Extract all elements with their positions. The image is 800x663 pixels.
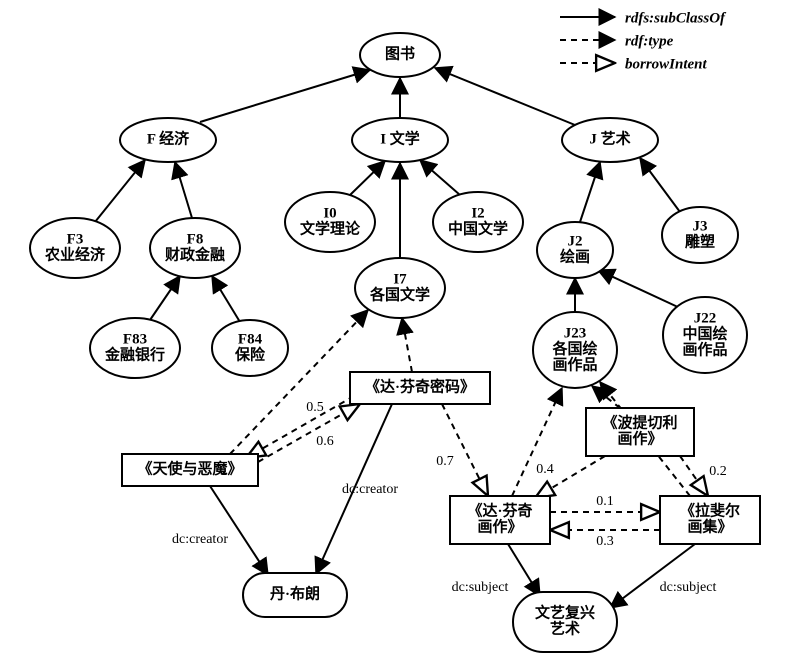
edge-borrow-weight-davinci-code-davinci-works: 0.7 <box>436 454 454 469</box>
nodes-concepts: 丹·布朗文艺复兴艺术 <box>243 573 617 652</box>
svg-text:I2: I2 <box>471 205 484 221</box>
svg-text:《达·芬奇密码》: 《达·芬奇密码》 <box>365 377 475 395</box>
edge-borrow-weight-raphael-davinci-works: 0.3 <box>596 534 614 549</box>
svg-text:《天使与恶魔》: 《天使与恶魔》 <box>137 459 242 477</box>
svg-text:J22: J22 <box>694 310 717 326</box>
instance-angels-demons: 《天使与恶魔》 <box>122 454 258 486</box>
nodes-classes: 图书F 经济I 文学J 艺术F3农业经济F8财政金融I0文学理论I2中国文学I7… <box>30 33 747 388</box>
instance-davinci-code: 《达·芬奇密码》 <box>350 372 490 404</box>
class-j3: J3雕塑 <box>662 207 738 263</box>
edge-subclass-f3-f-econ <box>95 160 145 222</box>
svg-text:丹·布朗: 丹·布朗 <box>270 584 320 602</box>
svg-text:农业经济: 农业经济 <box>44 245 106 263</box>
edge-creator-label-angels-demons: dc:creator <box>172 532 228 547</box>
edge-subclass-f84-f8 <box>212 276 240 322</box>
svg-text:J 艺术: J 艺术 <box>589 129 630 147</box>
edge-borrow-weight-angels-demons-davinci-code: 0.6 <box>316 434 334 449</box>
edge-subclass-i2-i-lit <box>420 160 460 195</box>
instance-botticelli: 《波提切利画作》 <box>586 408 694 456</box>
edge-subclass-f8-f-econ <box>175 162 192 218</box>
legend-subclass-label: rdfs:subClassOf <box>625 10 727 26</box>
concept-dan-brown: 丹·布朗 <box>243 573 347 617</box>
edge-subject-davinci-works <box>508 544 540 596</box>
class-books: 图书 <box>360 33 440 77</box>
edge-subclass-j22-j2 <box>598 270 680 308</box>
edge-subclass-i0-i-lit <box>350 161 385 195</box>
svg-text:《拉斐尔: 《拉斐尔 <box>680 501 740 519</box>
edge-subclass-j2-j-art <box>580 162 600 222</box>
svg-text:F 经济: F 经济 <box>147 129 190 147</box>
edge-borrow-weight-botticelli-raphael: 0.2 <box>709 464 727 479</box>
class-f-econ: F 经济 <box>120 118 216 162</box>
class-i0: I0文学理论 <box>285 192 375 252</box>
legend: rdfs:subClassOf rdf:type borrowIntent <box>560 10 727 72</box>
svg-text:绘画: 绘画 <box>560 247 590 265</box>
class-f3: F3农业经济 <box>30 218 120 278</box>
class-j22: J22中国绘画作品 <box>663 297 747 373</box>
legend-type-label: rdf:type <box>625 33 674 49</box>
svg-text:文艺复兴: 文艺复兴 <box>535 603 595 621</box>
edges-creator: dc:creator dc:creator <box>172 404 398 575</box>
svg-text:《波提切利: 《波提切利 <box>602 413 677 431</box>
svg-text:各国文学: 各国文学 <box>369 285 430 303</box>
svg-text:画作》: 画作》 <box>477 517 522 535</box>
instance-davinci-works: 《达·芬奇画作》 <box>450 496 550 544</box>
edge-subclass-j3-j-art <box>640 158 680 212</box>
svg-text:中国绘: 中国绘 <box>682 324 727 342</box>
svg-text:画作品: 画作品 <box>682 340 727 358</box>
svg-text:保险: 保险 <box>234 345 266 363</box>
class-j2: J2绘画 <box>537 222 613 278</box>
legend-borrow-label: borrowIntent <box>625 56 708 72</box>
edge-subject-label-raphael: dc:subject <box>660 580 717 595</box>
svg-text:I 文学: I 文学 <box>380 129 420 147</box>
svg-text:F3: F3 <box>67 231 84 247</box>
svg-text:F83: F83 <box>123 331 147 347</box>
edge-borrow-botticelli-raphael <box>680 456 708 496</box>
edge-type-davinci-code-i7 <box>402 318 412 372</box>
edge-borrow-weight-davinci-code-angels-demons: 0.5 <box>306 400 324 415</box>
edge-creator-label-davinci-code: dc:creator <box>342 482 398 497</box>
svg-text:中国文学: 中国文学 <box>448 219 508 237</box>
svg-text:F8: F8 <box>187 231 204 247</box>
edge-type-davinci-works-j23 <box>512 388 562 496</box>
edge-subclass-f83-f8 <box>150 276 180 320</box>
svg-text:I0: I0 <box>323 205 336 221</box>
instance-raphael: 《拉斐尔画集》 <box>660 496 760 544</box>
concept-renaissance: 文艺复兴艺术 <box>513 592 617 652</box>
edge-borrow-weight-botticelli-davinci-works: 0.4 <box>536 462 554 477</box>
edge-borrow-weight-davinci-works-raphael: 0.1 <box>596 494 614 509</box>
class-f8: F8财政金融 <box>150 218 240 278</box>
class-j23: J23各国绘画作品 <box>533 312 617 388</box>
edge-subclass-f-econ-books <box>200 70 370 122</box>
edge-subclass-j-art-books <box>435 68 575 125</box>
svg-text:财政金融: 财政金融 <box>165 245 225 263</box>
svg-text:艺术: 艺术 <box>550 619 580 637</box>
edge-creator-angels-demons <box>210 486 268 575</box>
svg-text:画作品: 画作品 <box>552 355 597 373</box>
svg-text:F84: F84 <box>238 331 263 347</box>
svg-text:文学理论: 文学理论 <box>300 219 361 237</box>
edge-borrow-davinci-code-davinci-works <box>442 404 488 496</box>
ontology-diagram: rdfs:subClassOf rdf:type borrowIntent dc:c… <box>0 0 800 663</box>
class-f84: F84保险 <box>212 320 288 376</box>
svg-text:《达·芬奇: 《达·芬奇 <box>467 501 532 519</box>
svg-text:J3: J3 <box>693 218 708 234</box>
svg-text:J2: J2 <box>568 233 583 249</box>
svg-text:I7: I7 <box>393 271 407 287</box>
svg-text:雕塑: 雕塑 <box>685 232 715 250</box>
class-i-lit: I 文学 <box>352 118 448 162</box>
edge-subject-label-davinci-works: dc:subject <box>452 580 509 595</box>
class-j-art: J 艺术 <box>562 118 658 162</box>
class-f83: F83金融银行 <box>90 318 180 378</box>
svg-text:画集》: 画集》 <box>687 517 732 535</box>
edge-borrow-davinci-code-angels-demons <box>246 396 354 458</box>
edge-subject-raphael <box>610 544 695 608</box>
svg-text:画作》: 画作》 <box>617 429 662 447</box>
svg-text:图书: 图书 <box>385 44 415 62</box>
class-i7: I7各国文学 <box>355 258 445 318</box>
class-i2: I2中国文学 <box>433 192 523 252</box>
svg-text:各国绘: 各国绘 <box>551 339 597 357</box>
svg-text:J23: J23 <box>564 325 587 341</box>
svg-text:金融银行: 金融银行 <box>104 345 165 363</box>
